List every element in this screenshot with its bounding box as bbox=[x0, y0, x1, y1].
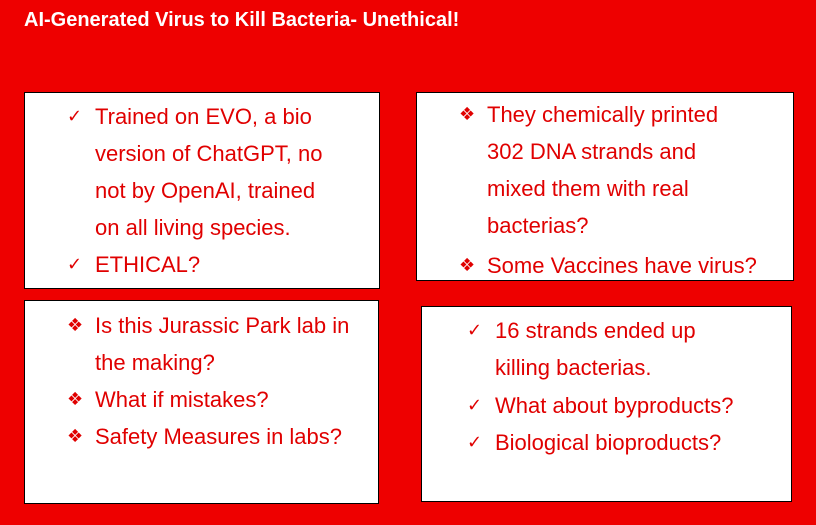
box-training: ✓ Trained on EVO, a bio version of ChatG… bbox=[24, 92, 380, 289]
diamond-bullet-icon: ❖ bbox=[67, 389, 84, 409]
item-text: ETHICAL? bbox=[95, 252, 201, 277]
diamond-bullet-icon: ❖ bbox=[459, 104, 476, 124]
list-item: ❖ What if mistakes? bbox=[67, 381, 269, 418]
list-item: ✓ ETHICAL? bbox=[67, 246, 200, 283]
check-icon: ✓ bbox=[467, 320, 483, 340]
list-item: ✓ Biological bioproducts? bbox=[467, 424, 721, 461]
check-icon: ✓ bbox=[67, 106, 83, 126]
item-text: What if mistakes? bbox=[95, 387, 269, 412]
item-text: Some Vaccines have virus? bbox=[487, 253, 757, 278]
item-text: 16 strands ended up killing bacterias. bbox=[495, 318, 696, 380]
item-text: Safety Measures in labs? bbox=[95, 424, 343, 449]
diamond-bullet-icon: ❖ bbox=[67, 426, 84, 446]
check-icon: ✓ bbox=[467, 395, 483, 415]
diamond-bullet-icon: ❖ bbox=[67, 315, 84, 335]
list-item: ✓ 16 strands ended up killing bacterias. bbox=[467, 312, 696, 386]
list-item: ❖ Safety Measures in labs? bbox=[67, 418, 342, 455]
diamond-bullet-icon: ❖ bbox=[459, 255, 476, 275]
list-item: ✓ Trained on EVO, a bio version of ChatG… bbox=[67, 98, 322, 246]
list-item: ❖ Is this Jurassic Park lab in the makin… bbox=[67, 307, 349, 381]
box-dna: ❖ They chemically printed 302 DNA strand… bbox=[416, 92, 794, 281]
item-text: Is this Jurassic Park lab in the making? bbox=[95, 313, 350, 375]
item-text: Biological bioproducts? bbox=[495, 430, 722, 455]
item-text: They chemically printed 302 DNA strands … bbox=[487, 102, 719, 238]
box-results: ✓ 16 strands ended up killing bacterias.… bbox=[421, 306, 792, 502]
box-safety: ❖ Is this Jurassic Park lab in the makin… bbox=[24, 300, 379, 504]
check-icon: ✓ bbox=[67, 254, 83, 274]
list-item: ❖ Some Vaccines have virus? bbox=[459, 247, 757, 284]
list-item: ✓ What about byproducts? bbox=[467, 387, 733, 424]
item-text: Trained on EVO, a bio version of ChatGPT… bbox=[95, 104, 323, 240]
list-item: ❖ They chemically printed 302 DNA strand… bbox=[459, 96, 718, 244]
item-text: What about byproducts? bbox=[495, 393, 734, 418]
check-icon: ✓ bbox=[467, 432, 483, 452]
slide-title: AI-Generated Virus to Kill Bacteria- Une… bbox=[24, 9, 460, 31]
